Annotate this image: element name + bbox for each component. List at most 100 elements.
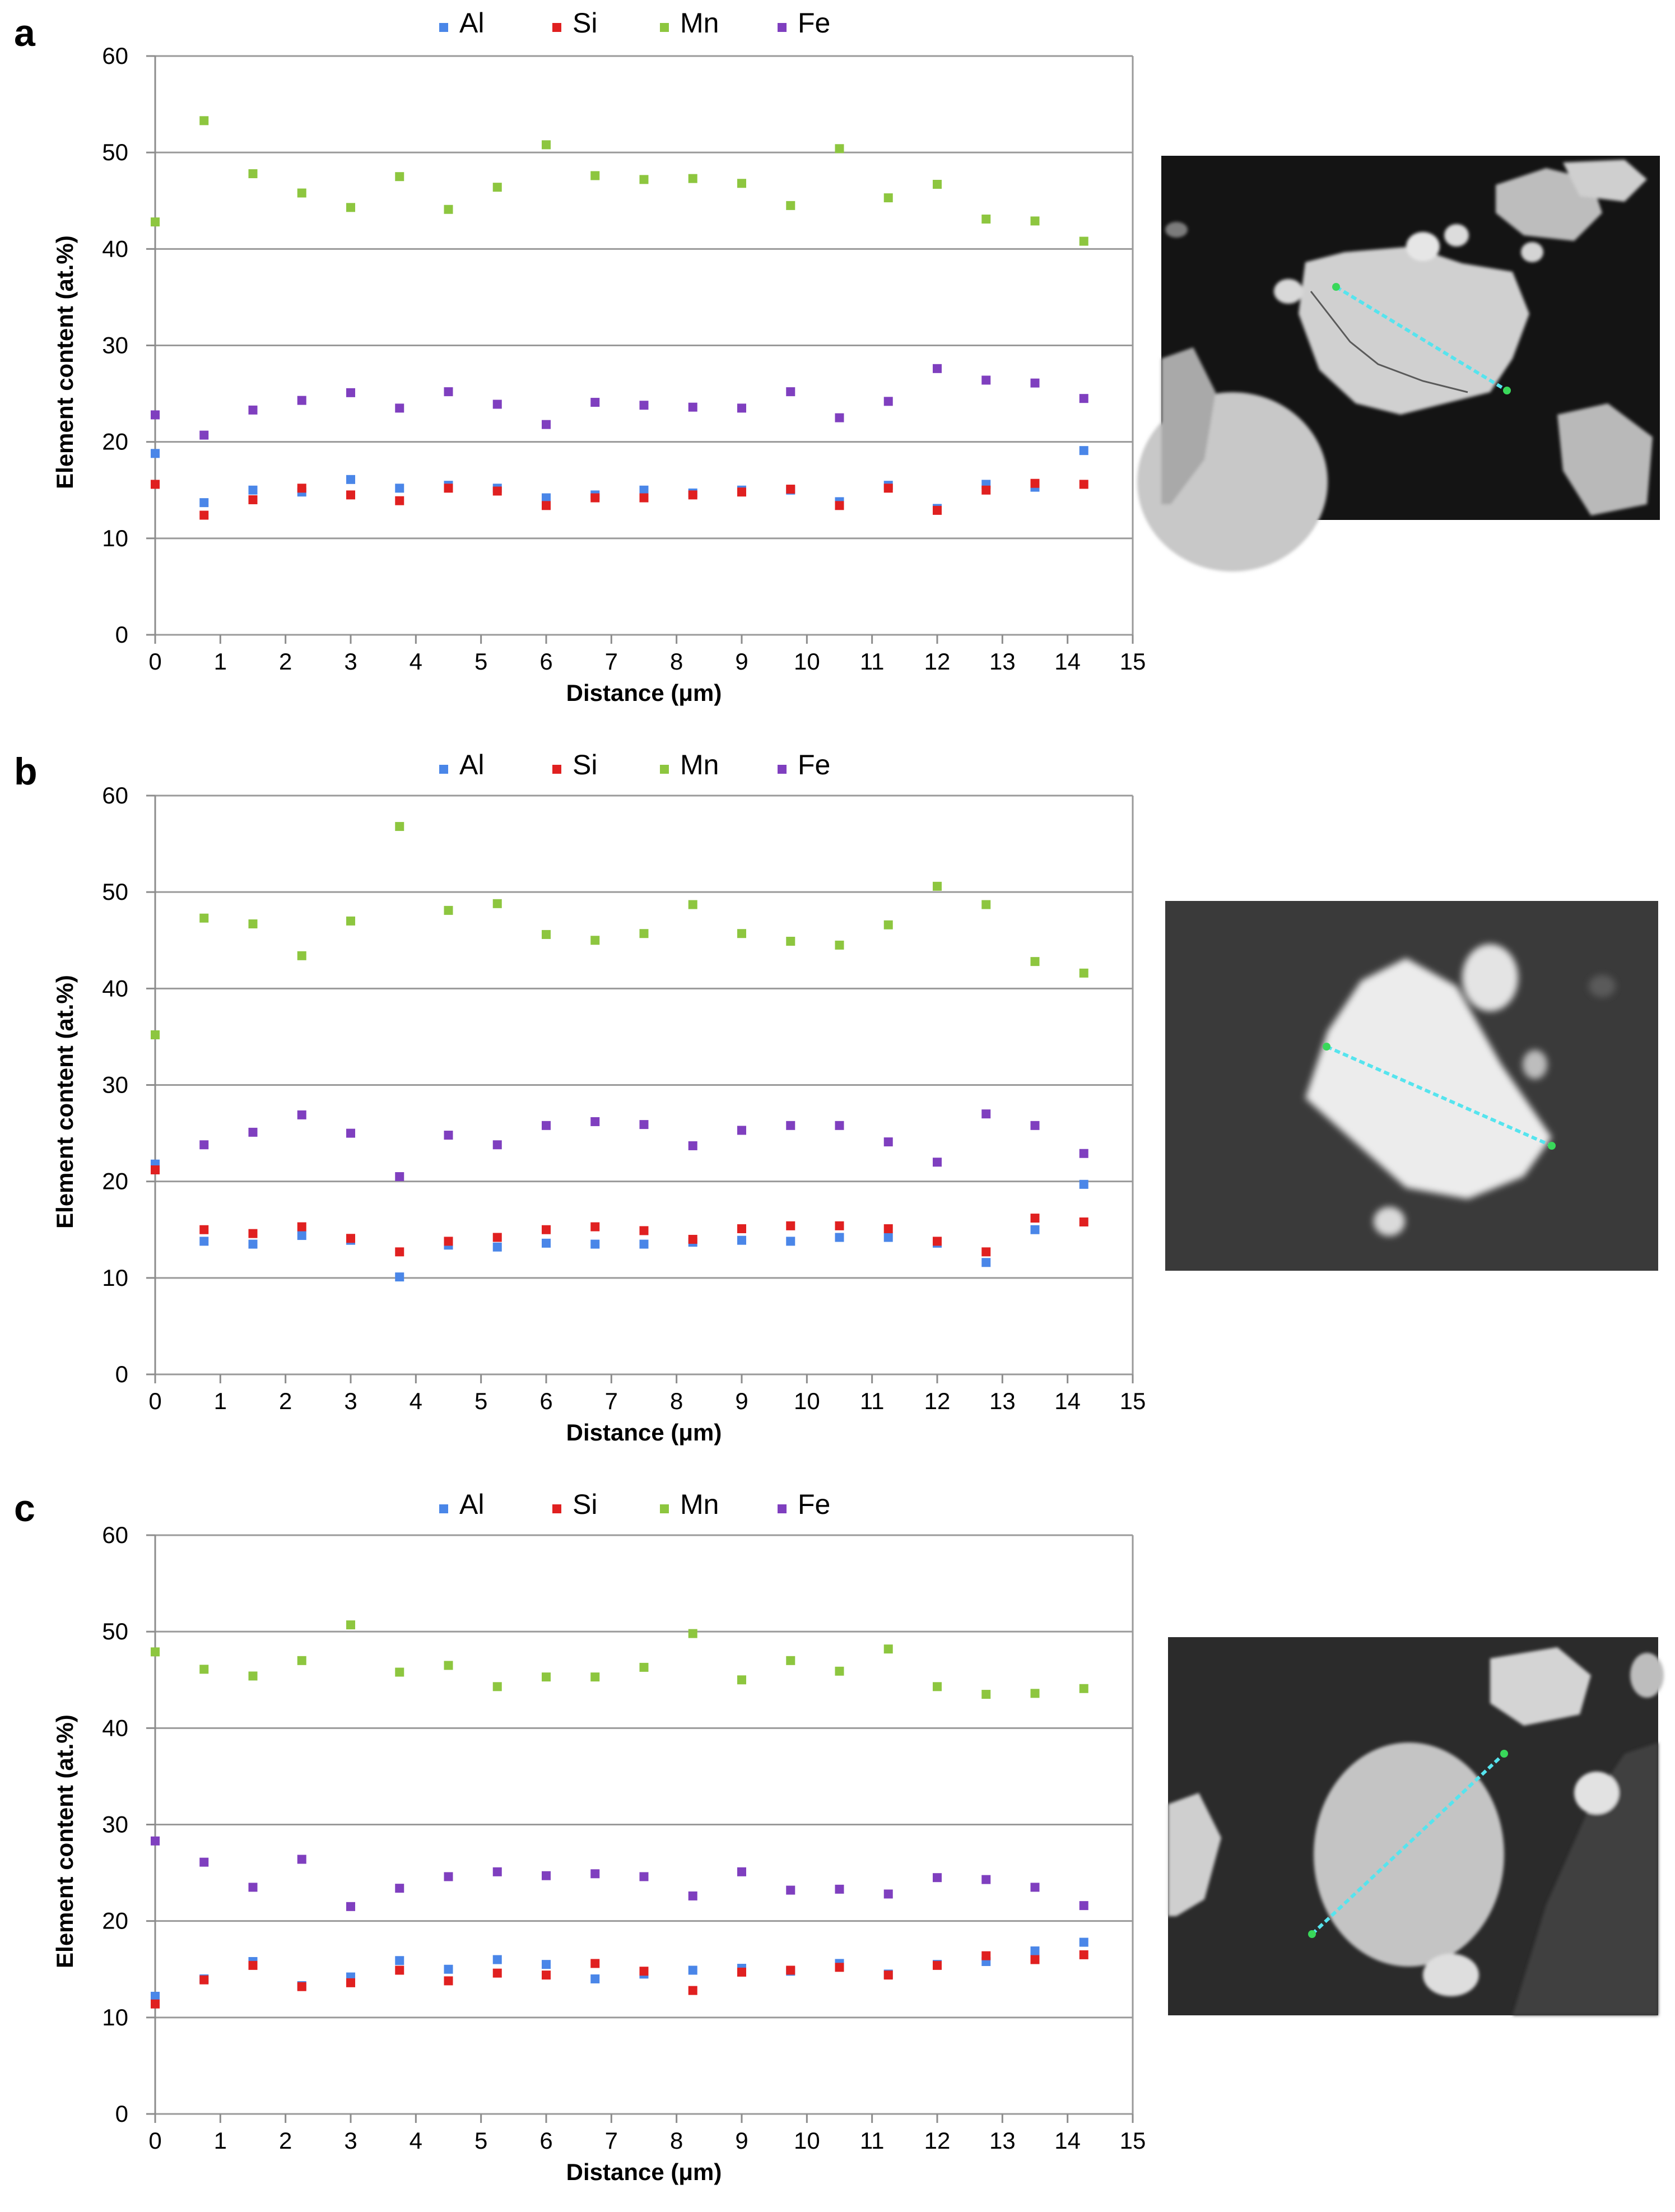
legend-swatch-mn	[660, 1504, 669, 1513]
data-point-fe	[492, 1140, 502, 1150]
x-tick-label: 6	[539, 2127, 552, 2154]
x-tick-label: 12	[924, 648, 951, 675]
y-axis-title: Element content (at.%)	[52, 235, 78, 489]
x-tick-label: 10	[794, 1388, 820, 1414]
data-point-al	[639, 1239, 649, 1249]
data-point-mn	[395, 1667, 404, 1677]
legend-swatch-al	[439, 23, 448, 32]
data-point-mn	[590, 936, 600, 945]
data-point-si	[395, 1247, 404, 1257]
y-tick-label: 0	[115, 2101, 128, 2127]
data-point-mn	[933, 179, 942, 189]
y-tick-label: 10	[102, 525, 128, 551]
data-point-si	[542, 1971, 551, 1980]
data-point-fe	[248, 1883, 258, 1892]
data-point-fe	[444, 1131, 453, 1140]
x-tick-label: 10	[794, 2127, 820, 2154]
data-point-mn	[1030, 216, 1040, 226]
data-point-al	[199, 498, 209, 508]
data-point-fe	[590, 398, 600, 407]
data-point-al	[1030, 1225, 1040, 1234]
data-point-fe	[395, 1172, 404, 1182]
panel-letter: b	[14, 750, 38, 793]
data-point-fe	[688, 1141, 697, 1150]
data-point-mn	[346, 1620, 355, 1630]
y-axis-title: Element content (at.%)	[52, 1714, 78, 1968]
y-tick-label: 30	[102, 1811, 128, 1838]
x-tick-label: 2	[279, 648, 292, 675]
data-point-fe	[639, 401, 649, 410]
y-tick-label: 0	[115, 621, 128, 648]
data-point-al	[151, 449, 160, 458]
data-point-si	[444, 1976, 453, 1986]
data-point-fe	[346, 388, 355, 397]
x-tick-label: 0	[148, 1388, 161, 1414]
sem-micrograph-a	[1137, 156, 1660, 571]
data-point-mn	[590, 171, 600, 180]
y-tick-label: 40	[102, 975, 128, 1001]
x-tick-label: 3	[344, 648, 357, 675]
x-tick-label: 13	[989, 2127, 1016, 2154]
data-point-si	[542, 501, 551, 510]
data-point-al	[248, 1239, 258, 1249]
data-point-si	[248, 495, 258, 504]
x-axis-title: Distance (μm)	[566, 2159, 722, 2185]
data-point-si	[688, 1234, 697, 1244]
x-tick-label: 9	[735, 2127, 748, 2154]
data-point-al	[1079, 1937, 1088, 1947]
data-point-al	[297, 1231, 306, 1240]
data-point-mn	[542, 930, 551, 939]
data-point-si	[639, 1967, 649, 1976]
data-point-fe	[444, 1872, 453, 1881]
x-tick-label: 11	[860, 1388, 885, 1414]
data-point-fe	[590, 1117, 600, 1126]
y-tick-label: 40	[102, 235, 128, 262]
data-point-al	[786, 1237, 795, 1246]
x-tick-label: 9	[735, 1388, 748, 1414]
data-point-si	[1030, 478, 1040, 488]
data-point-mn	[786, 936, 795, 946]
data-point-mn	[883, 193, 893, 203]
data-point-mn	[639, 929, 649, 938]
legend-label-al: Al	[459, 749, 484, 780]
data-point-si	[492, 1968, 502, 1978]
data-point-mn	[151, 217, 160, 227]
data-point-si	[883, 1971, 893, 1980]
x-tick-label: 4	[410, 2127, 422, 2154]
data-point-fe	[199, 1140, 209, 1150]
data-point-mn	[933, 1682, 942, 1691]
x-tick-label: 11	[860, 2127, 885, 2154]
x-tick-label: 8	[670, 648, 683, 675]
x-tick-label: 7	[605, 1388, 618, 1414]
data-point-si	[1079, 1217, 1088, 1226]
y-tick-label: 50	[102, 879, 128, 905]
panel-letter: a	[14, 12, 36, 54]
data-point-si	[1079, 1950, 1088, 1959]
data-point-mn	[492, 1682, 502, 1691]
data-point-al	[395, 1956, 404, 1965]
legend-label-mn: Mn	[680, 749, 719, 780]
x-axis-title: Distance (μm)	[566, 680, 722, 706]
data-point-al	[492, 1955, 502, 1964]
data-point-si	[590, 1222, 600, 1232]
data-point-si	[737, 487, 746, 497]
legend-swatch-si	[552, 23, 561, 32]
x-tick-label: 15	[1120, 2127, 1146, 2154]
data-point-mn	[542, 140, 551, 150]
data-point-si	[1030, 1955, 1040, 1964]
data-point-mn	[199, 116, 209, 126]
legend-label-al: Al	[459, 1489, 484, 1520]
data-point-mn	[786, 1656, 795, 1665]
x-tick-label: 10	[794, 648, 820, 675]
y-tick-label: 30	[102, 332, 128, 359]
data-point-fe	[835, 1121, 844, 1130]
data-point-fe	[151, 410, 160, 420]
data-point-si	[835, 501, 844, 510]
data-point-fe	[981, 1875, 991, 1884]
data-point-si	[688, 1986, 697, 1995]
data-point-fe	[199, 430, 209, 440]
y-tick-label: 40	[102, 1714, 128, 1741]
